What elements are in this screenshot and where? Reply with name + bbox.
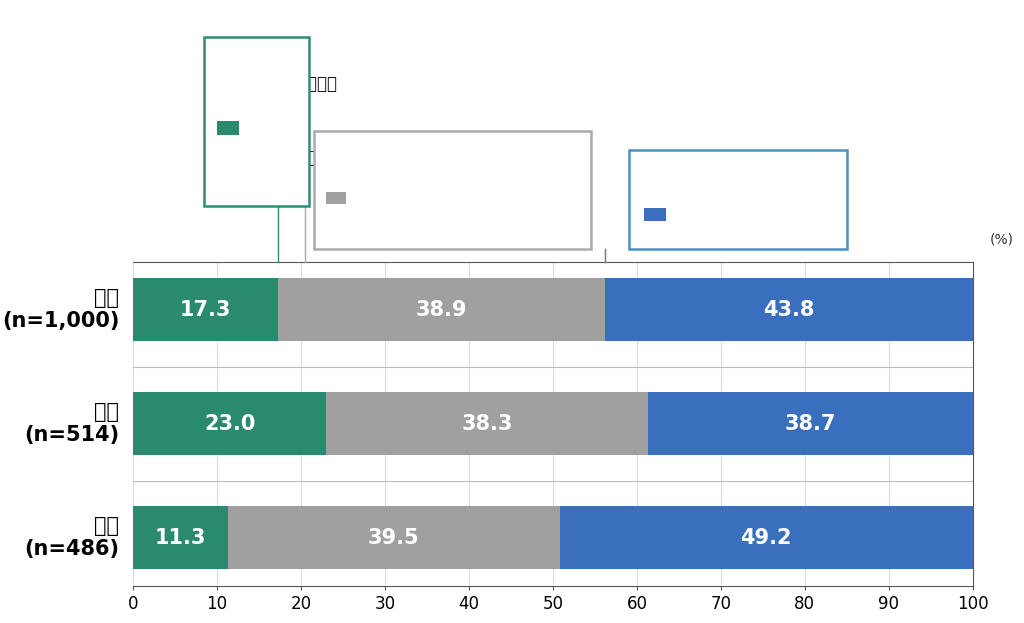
Bar [605,278,973,341]
Text: 11.3: 11.3 [155,528,206,548]
Text: 39.5: 39.5 [368,528,420,548]
Text: 38.9: 38.9 [416,300,467,320]
Text: 49.2: 49.2 [740,528,792,548]
Bar [133,392,327,455]
Bar [560,506,973,569]
Text: 聞いたことはあるが、: 聞いたことはあるが、 [354,155,455,173]
Bar [133,278,279,341]
Text: 聞いたことがない: 聞いたことがない [677,191,757,208]
Text: 23.0: 23.0 [204,414,255,434]
Text: 聞いたことがあり、: 聞いたことがあり、 [248,75,338,93]
Bar [279,278,605,341]
Bar [228,506,560,569]
Text: (%): (%) [989,233,1014,247]
Text: 内容も理解している: 内容も理解している [248,150,338,168]
Bar [133,506,228,569]
Text: 38.3: 38.3 [462,414,513,434]
Bar [648,392,973,455]
Text: 43.8: 43.8 [763,300,815,320]
Text: 17.3: 17.3 [180,300,231,320]
Text: 内容はよくわからない: 内容はよくわからない [354,207,455,225]
Bar [327,392,648,455]
Text: 38.7: 38.7 [784,414,836,434]
